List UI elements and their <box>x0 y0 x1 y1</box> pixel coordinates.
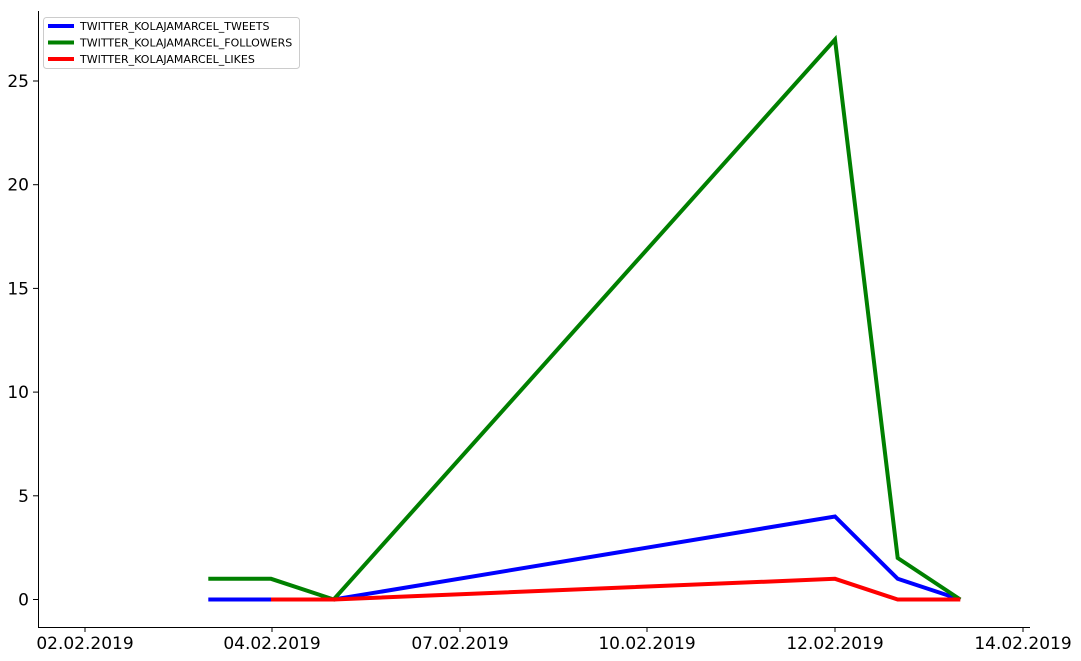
x-ticks: 02.02.2019 04.02.2019 07.02.2019 10.02.2019… <box>36 627 1072 654</box>
y-tick-label: 10 <box>7 383 29 403</box>
series-line-twitter-kolajamarcel-tweets <box>208 514 961 602</box>
y-ticks: 0 5 10 15 20 25 <box>7 72 38 611</box>
x-tick-label: 14.02.2019 <box>974 634 1071 654</box>
y-tick-label: 15 <box>7 279 29 299</box>
series-layer <box>208 34 962 602</box>
x-tick-label: 04.02.2019 <box>223 634 320 654</box>
legend-box <box>43 17 300 69</box>
legend-label: TWITTER_KOLAJAMARCEL_FOLLOWERS <box>79 37 292 50</box>
y-tick-label: 0 <box>18 591 29 611</box>
x-tick-label: 02.02.2019 <box>36 634 133 654</box>
legend-label: TWITTER_KOLAJAMARCEL_LIKES <box>79 53 255 66</box>
series-line-twitter-kolajamarcel-followers <box>208 34 962 602</box>
x-tick-label: 12.02.2019 <box>786 634 883 654</box>
axes <box>38 11 1030 628</box>
legend-label: TWITTER_KOLAJAMARCEL_TWEETS <box>79 20 270 33</box>
legend: TWITTER_KOLAJAMARCEL_TWEETS TWITTER_KOLAJ… <box>43 17 300 69</box>
y-tick-label: 5 <box>18 487 29 507</box>
y-tick-label: 20 <box>7 176 29 196</box>
x-tick-label: 07.02.2019 <box>411 634 508 654</box>
y-tick-label: 25 <box>7 72 29 92</box>
legend-entries: TWITTER_KOLAJAMARCEL_TWEETS TWITTER_KOLAJ… <box>48 20 292 66</box>
x-tick-label: 10.02.2019 <box>598 634 695 654</box>
series-line-twitter-kolajamarcel-likes <box>271 576 961 602</box>
